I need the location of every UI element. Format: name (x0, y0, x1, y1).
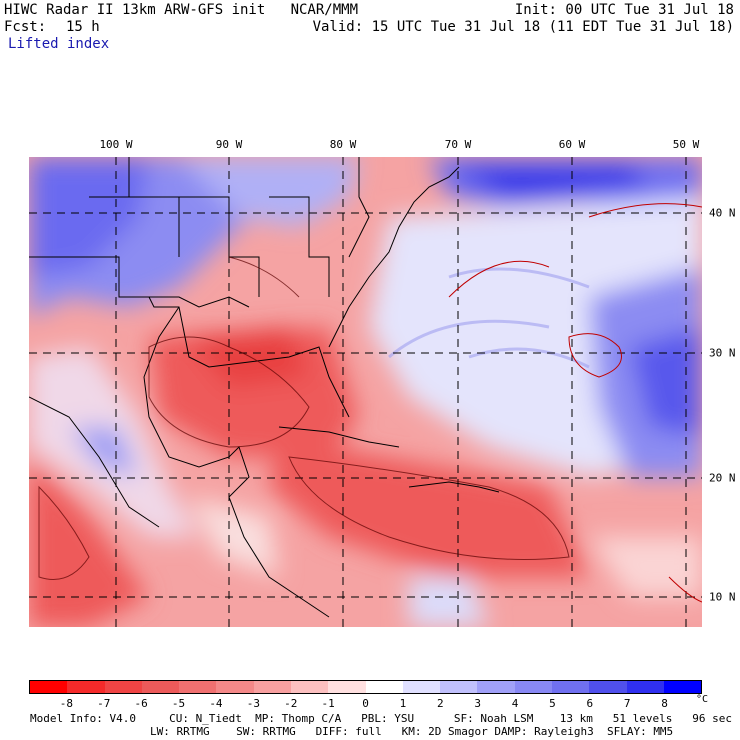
lon-label-50w: 50 W (672, 138, 700, 151)
lon-label-70w: 70 W (444, 138, 472, 151)
lat-label-40n: 40 N (709, 206, 736, 220)
colorbar-swatch (440, 681, 478, 693)
colorbar-swatch (402, 681, 441, 693)
colorbar-swatch (67, 681, 105, 693)
colorbar-swatch (216, 681, 254, 693)
colorbar-tick-label: 4 (511, 697, 519, 710)
colorbar-swatch (253, 681, 291, 693)
colorbar-swatch (477, 681, 515, 693)
colorbar-swatch (328, 681, 366, 693)
model-info-line2: LW: RRTMG SW: RRTMG DIFF: full KM: 2D Sm… (150, 725, 674, 738)
colorbar-tick-label: -8 (59, 697, 73, 710)
colorbar-tick-label: -1 (321, 697, 335, 710)
forecast-hour: 15 h (66, 19, 100, 35)
field-name: Lifted index (8, 36, 110, 52)
colorbar-tick-label: 1 (399, 697, 407, 710)
colorbar-swatch (141, 681, 180, 693)
colorbar-swatch (30, 681, 68, 693)
colorbar-tick-label: 0 (362, 697, 369, 710)
colorbar-swatch (551, 681, 590, 693)
lat-label-20n: 20 N (709, 471, 736, 485)
colorbar-tick-label: 7 (623, 697, 631, 710)
colorbar-swatch (179, 681, 217, 693)
forecast-label: Fcst: (4, 19, 47, 35)
colorbar-tick-label: -3 (246, 697, 260, 710)
lon-label-90w: 90 W (215, 138, 243, 151)
colorbar-tick-label: 5 (549, 697, 556, 710)
colorbar-tick-label: 8 (661, 697, 668, 710)
colorbar-tick-label: -5 (171, 697, 186, 710)
colorbar-tick-label: -7 (97, 697, 111, 710)
colorbar-swatch (514, 681, 552, 693)
lon-label-100w: 100 W (99, 138, 133, 151)
model-info-line1: Model Info: V4.0 CU: N_Tiedt MP: Thomp C… (30, 712, 732, 725)
model-title: HIWC Radar II 13km ARW-GFS init NCAR/MMM (4, 2, 359, 18)
colorbar-swatch (365, 681, 403, 693)
colorbar-swatch (589, 681, 627, 693)
colorbar-tick-label: -4 (209, 697, 223, 710)
colorbar-tick-label: 6 (586, 697, 594, 710)
init-time: Init: 00 UTC Tue 31 Jul 18 (514, 2, 734, 18)
lon-label-60w: 60 W (558, 138, 586, 151)
lifted-index-map (29, 157, 702, 627)
lat-label-30n: 30 N (709, 346, 736, 360)
colorbar-swatch (663, 681, 702, 693)
colorbar (29, 680, 702, 694)
colorbar-tick-label: -6 (134, 697, 148, 710)
colorbar-swatch (626, 681, 664, 693)
colorbar-tick-label: 2 (436, 697, 444, 710)
colorbar-swatch (104, 681, 142, 693)
colorbar-swatch (290, 681, 329, 693)
colorbar-unit: °C (696, 694, 709, 705)
colorbar-tick-label: -2 (284, 697, 298, 710)
lon-label-80w: 80 W (329, 138, 357, 151)
colorbar-tick-label: 3 (474, 697, 481, 710)
valid-time: Valid: 15 UTC Tue 31 Jul 18 (11 EDT Tue … (312, 19, 734, 35)
lat-label-10n: 10 N (709, 590, 736, 604)
